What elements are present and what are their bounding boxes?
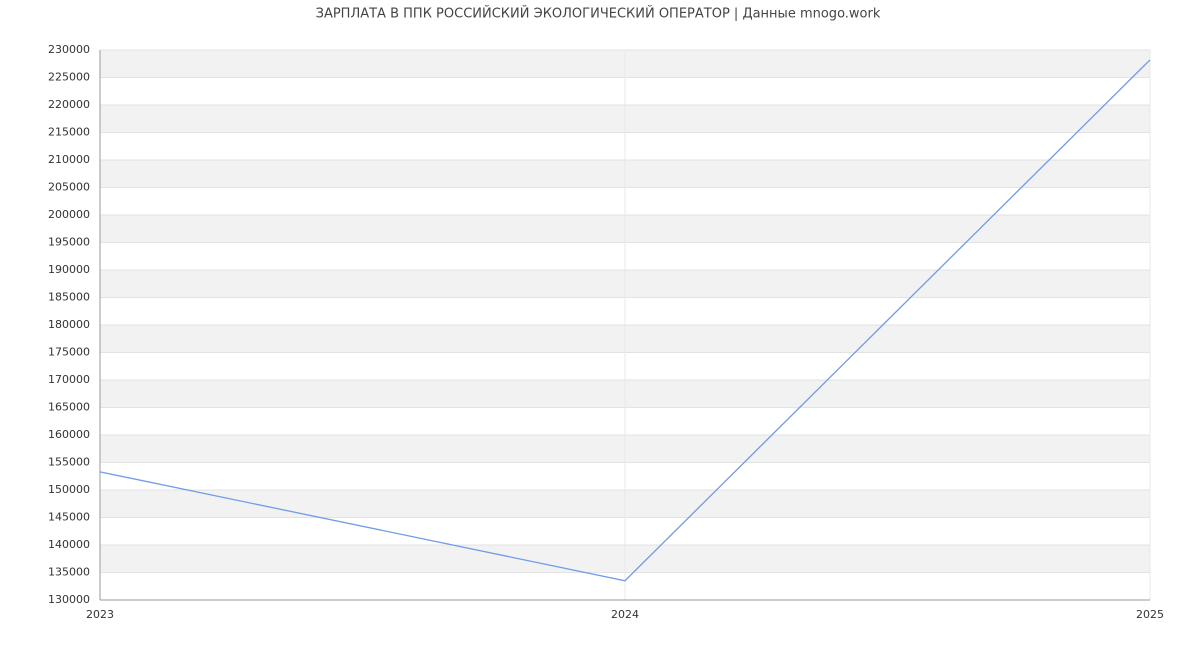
y-tick-label: 215000: [48, 126, 90, 139]
y-tick-label: 160000: [48, 428, 90, 441]
y-tick-label: 220000: [48, 98, 90, 111]
y-tick-label: 155000: [48, 456, 90, 469]
y-tick-label: 165000: [48, 401, 90, 414]
chart-title: ЗАРПЛАТА В ППК РОССИЙСКИЙ ЭКОЛОГИЧЕСКИЙ …: [316, 6, 881, 22]
y-tick-label: 195000: [48, 236, 90, 249]
y-tick-label: 205000: [48, 181, 90, 194]
y-tick-label: 170000: [48, 373, 90, 386]
x-tick-label: 2023: [86, 608, 114, 621]
y-tick-label: 140000: [48, 538, 90, 551]
y-tick-label: 225000: [48, 71, 90, 84]
x-tick-label: 2025: [1136, 608, 1164, 621]
y-tick-label: 180000: [48, 318, 90, 331]
y-tick-label: 230000: [48, 43, 90, 56]
y-tick-label: 185000: [48, 291, 90, 304]
y-tick-label: 175000: [48, 346, 90, 359]
y-tick-label: 135000: [48, 566, 90, 579]
y-tick-label: 210000: [48, 153, 90, 166]
y-tick-label: 150000: [48, 483, 90, 496]
y-tick-label: 190000: [48, 263, 90, 276]
line-series: [99, 59, 1151, 582]
y-tick-label: 130000: [48, 593, 90, 606]
y-tick-label: 200000: [48, 208, 90, 221]
y-tick-label: 145000: [48, 511, 90, 524]
x-tick-label: 2024: [611, 608, 639, 621]
